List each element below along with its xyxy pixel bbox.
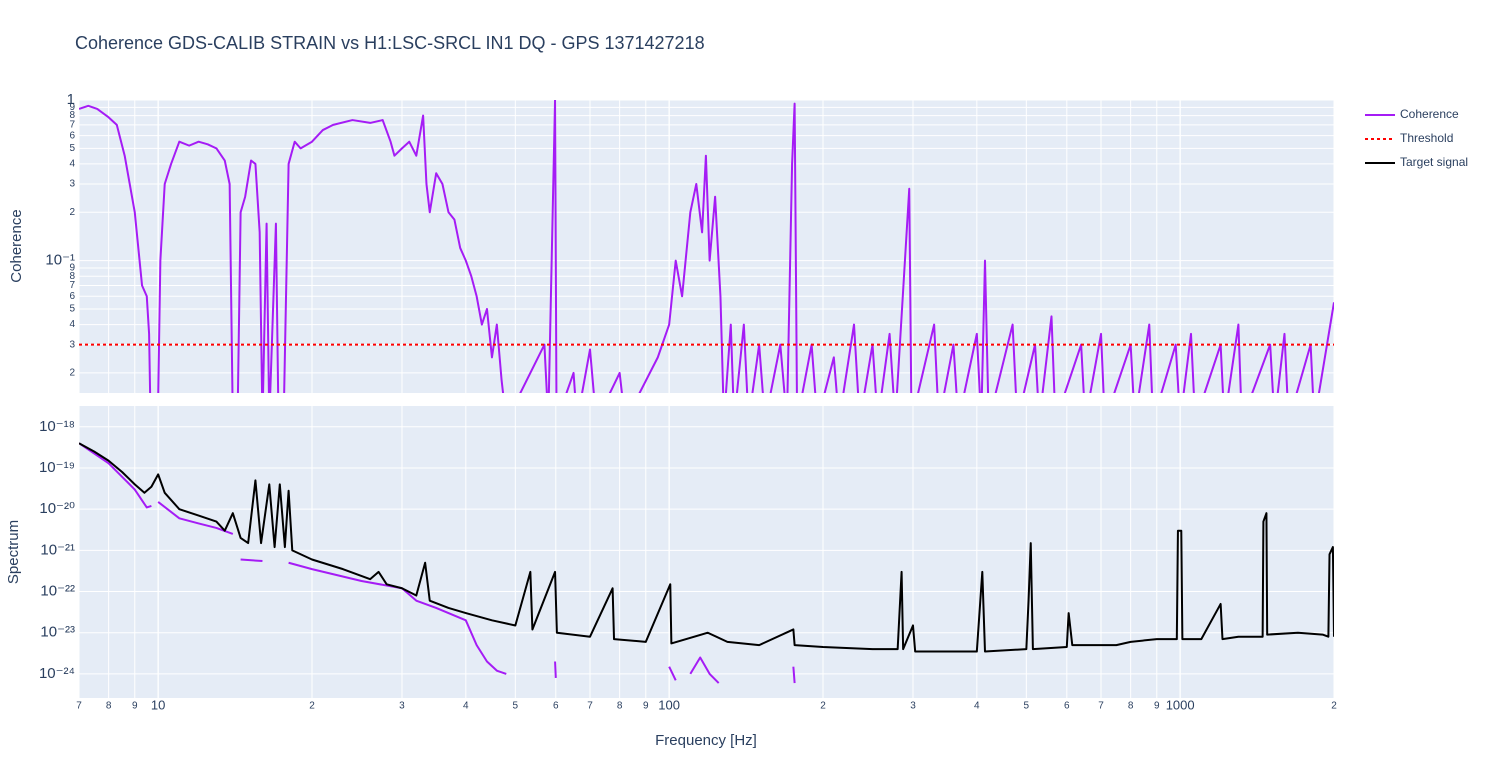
x-tick-label: 9 bbox=[1154, 701, 1160, 712]
x-tick-label: 8 bbox=[617, 701, 623, 712]
x-tick-label: 8 bbox=[1128, 701, 1134, 712]
x-axis-label: Frequency [Hz] bbox=[655, 732, 757, 749]
y-tick-label: 10⁻²⁰ bbox=[39, 500, 75, 517]
data-line bbox=[79, 442, 1334, 653]
x-tick-label: 6 bbox=[1064, 701, 1070, 712]
y-tick-label: 2 bbox=[69, 368, 75, 379]
x-tick-label: 8 bbox=[106, 701, 112, 712]
y-tick-label: 6 bbox=[69, 291, 75, 302]
legend-label: Threshold bbox=[1400, 131, 1453, 145]
y-tick-label: 9 bbox=[69, 263, 75, 274]
data-line bbox=[79, 100, 1334, 393]
x-tick-label: 3 bbox=[399, 701, 405, 712]
legend-label: Coherence bbox=[1400, 107, 1459, 121]
x-tick-label: 2 bbox=[309, 701, 315, 712]
x-tick-label: 1000 bbox=[1166, 697, 1195, 712]
y-axis-label: Coherence bbox=[8, 209, 25, 282]
y-tick-label: 7 bbox=[69, 280, 75, 291]
x-tick-label: 2 bbox=[1331, 701, 1337, 712]
x-tick-label: 5 bbox=[513, 701, 519, 712]
y-tick-label: 4 bbox=[69, 159, 75, 170]
x-tick-label: 7 bbox=[587, 701, 593, 712]
x-tick-label: 3 bbox=[910, 701, 916, 712]
legend-label: Target signal bbox=[1400, 155, 1468, 169]
y-tick-label: 10⁻²⁴ bbox=[39, 665, 75, 682]
x-tick-label: 6 bbox=[553, 701, 559, 712]
series-group bbox=[79, 100, 1334, 393]
plot-area bbox=[79, 406, 1334, 698]
y-tick-label: 5 bbox=[69, 304, 75, 315]
y-tick-label: 5 bbox=[69, 143, 75, 154]
chart-title: Coherence GDS-CALIB STRAIN vs H1:LSC-SRC… bbox=[75, 33, 705, 53]
x-tick-label: 4 bbox=[974, 701, 980, 712]
y-tick-label: 2 bbox=[69, 207, 75, 218]
x-tick-label: 7 bbox=[76, 701, 82, 712]
x-tick-label: 2 bbox=[820, 701, 826, 712]
x-tick-label: 4 bbox=[463, 701, 469, 712]
y-tick-label: 10⁻¹⁹ bbox=[39, 459, 75, 476]
y-tick-label: 8 bbox=[69, 110, 75, 121]
y-tick-label: 8 bbox=[69, 271, 75, 282]
y-tick-label: 10⁻²² bbox=[40, 583, 75, 600]
y-tick-label: 3 bbox=[69, 339, 75, 350]
x-tick-label: 100 bbox=[658, 697, 680, 712]
series-group bbox=[79, 442, 1334, 684]
y-tick-label: 1 bbox=[67, 91, 75, 108]
x-tick-label: 7 bbox=[1098, 701, 1104, 712]
x-tick-label: 9 bbox=[132, 701, 138, 712]
y-tick-label: 10⁻²³ bbox=[40, 624, 75, 641]
data-line bbox=[79, 442, 796, 684]
x-tick-label: 10 bbox=[151, 697, 165, 712]
y-tick-label: 10⁻²¹ bbox=[40, 541, 75, 558]
y-tick-label: 4 bbox=[69, 319, 75, 330]
x-tick-label: 5 bbox=[1024, 701, 1030, 712]
y-tick-label: 10⁻¹⁸ bbox=[39, 418, 75, 435]
y-tick-label: 6 bbox=[69, 130, 75, 141]
y-tick-label: 10⁻¹ bbox=[45, 252, 75, 269]
x-tick-label: 9 bbox=[643, 701, 649, 712]
y-tick-label: 7 bbox=[69, 120, 75, 131]
y-tick-label: 9 bbox=[69, 102, 75, 113]
y-axis-label: Spectrum bbox=[5, 520, 22, 584]
y-tick-label: 3 bbox=[69, 179, 75, 190]
